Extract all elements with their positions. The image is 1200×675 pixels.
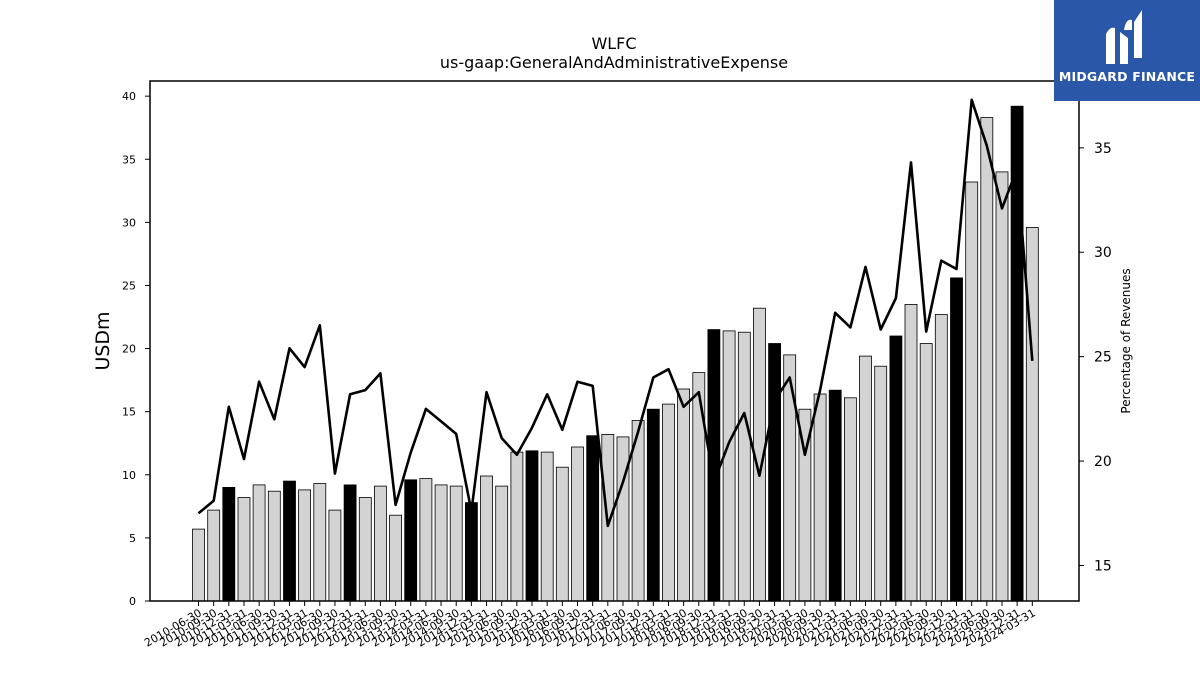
bar <box>434 484 448 602</box>
bar <box>662 403 675 602</box>
bar <box>419 478 433 602</box>
y-tick-label: 30 <box>122 216 136 229</box>
logo-text: MIDGARD FINANCE <box>1058 69 1196 84</box>
bar <box>540 451 554 602</box>
bar <box>965 181 979 602</box>
bar <box>1025 226 1039 602</box>
bar <box>222 486 236 602</box>
chart-subtitle: us-gaap:GeneralAndAdministrativeExpense <box>440 53 788 72</box>
bar <box>844 397 857 602</box>
bar <box>252 484 266 602</box>
bar <box>828 389 842 602</box>
plot-frame <box>149 80 1080 602</box>
bar <box>373 485 387 602</box>
bar <box>950 277 963 602</box>
bar <box>692 372 706 602</box>
bar <box>480 475 493 602</box>
bar <box>677 388 690 602</box>
bar <box>995 171 1009 602</box>
bar <box>889 335 903 602</box>
bar <box>874 365 888 602</box>
bar <box>934 314 948 602</box>
bar <box>510 451 524 602</box>
bar <box>919 343 933 602</box>
bar <box>298 489 312 602</box>
bar <box>555 466 569 602</box>
midgard-finance-logo: MIDGARD FINANCE <box>1054 0 1200 101</box>
bar <box>813 393 827 602</box>
bar <box>237 497 251 602</box>
bar <box>267 490 281 602</box>
bar <box>980 117 994 602</box>
bar <box>313 483 327 602</box>
bar <box>768 343 781 602</box>
y2-axis-label: Percentage of Revenues <box>1119 268 1133 413</box>
y-tick-label: 0 <box>129 595 136 608</box>
bar <box>389 514 403 602</box>
bar <box>525 450 539 602</box>
y-tick-label: 20 <box>122 343 136 356</box>
bar <box>783 354 797 602</box>
bar <box>328 509 342 602</box>
y2-tick-label: 35 <box>1094 141 1112 157</box>
y-tick-label: 25 <box>122 279 136 292</box>
bar <box>904 303 918 602</box>
percentage-line <box>197 98 1034 528</box>
y2-tick-label: 30 <box>1094 245 1112 261</box>
y2-tick-label: 15 <box>1094 558 1112 574</box>
bar <box>464 502 478 602</box>
y-tick-label: 15 <box>122 406 136 419</box>
bar <box>737 331 751 602</box>
chart-title: WLFC <box>591 34 636 53</box>
y-tick-label: 35 <box>122 153 136 166</box>
bar <box>586 435 600 602</box>
bar <box>283 480 296 602</box>
bar <box>404 479 418 602</box>
y2-tick-label: 25 <box>1094 350 1112 366</box>
bar <box>616 436 630 602</box>
bar <box>192 528 205 602</box>
bar <box>859 355 872 602</box>
y-tick-label: 10 <box>122 469 136 482</box>
bar <box>358 497 372 602</box>
bar <box>722 330 736 602</box>
axes: 051015202530354015202530352010-06-302010… <box>122 90 1112 649</box>
bar <box>571 446 584 602</box>
bar <box>449 485 463 602</box>
bar <box>343 484 357 602</box>
midgard-logo-icon <box>1106 10 1142 65</box>
bar <box>646 408 660 602</box>
line-series <box>197 98 1034 528</box>
y-axis-label: USDm <box>92 311 114 370</box>
y-tick-label: 40 <box>122 90 136 103</box>
y-tick-label: 5 <box>129 532 136 545</box>
bar <box>495 485 509 602</box>
y2-tick-label: 20 <box>1094 454 1112 470</box>
bar <box>207 509 221 602</box>
bar <box>707 329 721 602</box>
